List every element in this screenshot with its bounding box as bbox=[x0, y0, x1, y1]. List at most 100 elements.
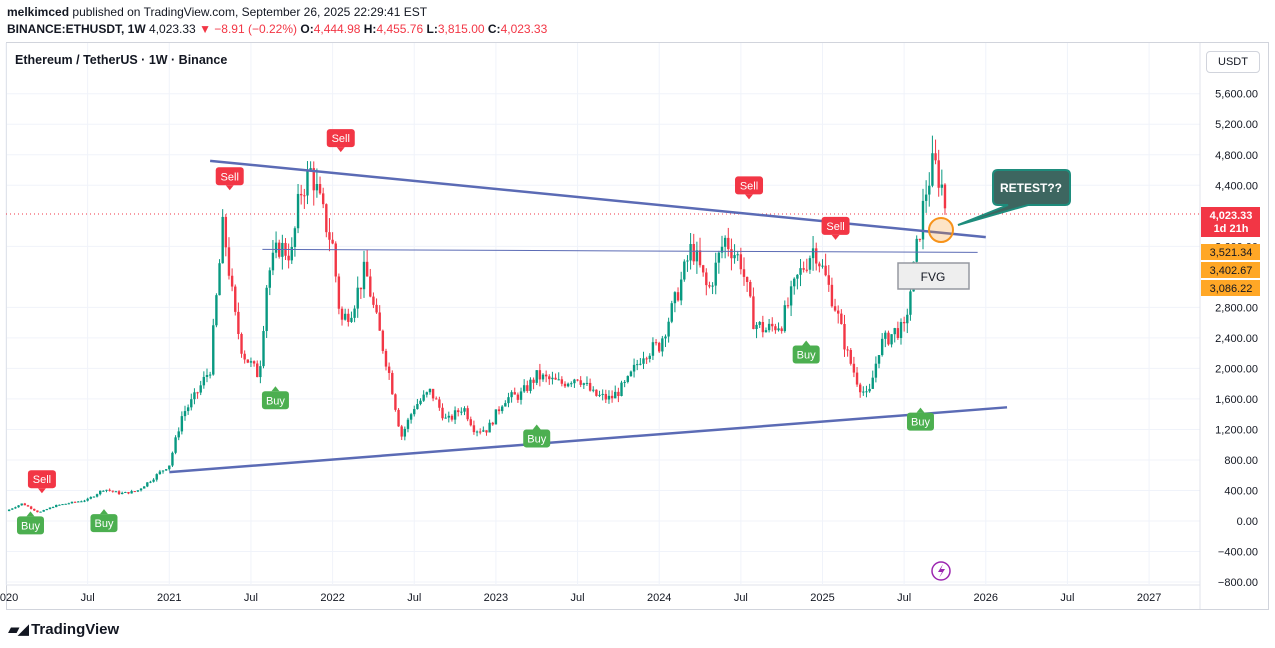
candle-body bbox=[736, 254, 739, 256]
candle-body bbox=[152, 479, 155, 482]
currency-selector[interactable]: USDT bbox=[1206, 51, 1260, 73]
lightning-icon bbox=[931, 561, 951, 581]
x-tick-label: 2021 bbox=[157, 592, 181, 604]
candle-body bbox=[695, 250, 699, 262]
y-tick-label: −400.00 bbox=[1218, 547, 1258, 559]
candle-body bbox=[45, 509, 49, 511]
author-name[interactable]: melkimced bbox=[7, 5, 70, 19]
candle-body bbox=[601, 393, 604, 395]
grid-lines bbox=[5, 43, 1201, 609]
buy-signal: Buy bbox=[792, 340, 820, 364]
y-axis-labels: 5,600.005,200.004,800.004,400.003,600.00… bbox=[1215, 89, 1258, 589]
x-tick-label: Jul bbox=[244, 592, 258, 604]
candle-body bbox=[92, 496, 96, 498]
candle-body bbox=[186, 407, 190, 412]
x-tick-label: 2020 bbox=[0, 592, 18, 604]
candle-body bbox=[491, 422, 494, 425]
candle-body bbox=[730, 249, 733, 259]
candle-body bbox=[708, 285, 711, 287]
candle-body bbox=[902, 322, 906, 324]
candle-body bbox=[592, 389, 595, 391]
candle-body bbox=[460, 411, 463, 413]
candle-body bbox=[299, 193, 303, 196]
signal-label: Buy bbox=[94, 518, 113, 530]
candle-body bbox=[614, 391, 617, 399]
candle-body bbox=[896, 328, 900, 339]
candle-body bbox=[786, 305, 790, 307]
candle-body bbox=[887, 332, 890, 345]
candle-body bbox=[727, 237, 730, 250]
candle-body bbox=[529, 379, 532, 391]
candle-body bbox=[915, 238, 918, 262]
price-badges: 4,023.33 1d 21h 3,521.34 3,402.67 3,086.… bbox=[1201, 207, 1260, 296]
candle-body bbox=[482, 430, 485, 432]
candle-body bbox=[510, 392, 513, 398]
candle-body bbox=[249, 361, 253, 363]
candle-body bbox=[218, 263, 221, 296]
sell-signal: Sell bbox=[27, 470, 56, 494]
candle-body bbox=[868, 388, 871, 392]
candle-body bbox=[394, 394, 397, 410]
candle-body bbox=[221, 216, 224, 264]
candle-body bbox=[752, 296, 755, 330]
candle-body bbox=[475, 431, 479, 433]
candle-body bbox=[843, 324, 846, 350]
candle-body bbox=[296, 193, 300, 229]
x-tick-label: 2025 bbox=[810, 592, 834, 604]
candle-body bbox=[485, 430, 488, 433]
signal-label: Sell bbox=[33, 474, 51, 486]
candle-body bbox=[909, 291, 912, 315]
y-tick-label: 4,400.00 bbox=[1215, 180, 1258, 192]
candle-body bbox=[742, 269, 746, 277]
signal-pointer bbox=[336, 147, 345, 153]
candle-body bbox=[500, 406, 504, 412]
candle-body bbox=[818, 263, 821, 267]
candle-body bbox=[733, 255, 736, 259]
candle-body bbox=[127, 491, 130, 494]
candle-body bbox=[497, 409, 501, 412]
x-tick-label: 2022 bbox=[320, 592, 344, 604]
candle-body bbox=[155, 474, 158, 480]
buy-signal: Buy bbox=[261, 386, 289, 410]
candle-body bbox=[265, 287, 268, 332]
level-tag-3: 3,086.22 bbox=[1210, 283, 1253, 295]
lightning-glyph bbox=[938, 564, 945, 578]
signal-pointer bbox=[802, 340, 811, 346]
candle-body bbox=[679, 279, 683, 301]
last-price: 4,023.33 bbox=[149, 22, 196, 36]
candle-body bbox=[331, 239, 334, 244]
candle-body bbox=[670, 303, 673, 322]
candle-body bbox=[391, 372, 394, 395]
buy-signal: Buy bbox=[90, 509, 118, 533]
candle-body bbox=[117, 491, 121, 495]
symbol-label: BINANCE:ETHUSDT, 1W bbox=[7, 22, 146, 36]
candle-body bbox=[108, 489, 111, 491]
candle-body bbox=[617, 391, 620, 397]
candle-body bbox=[174, 437, 177, 453]
candle-body bbox=[224, 216, 228, 248]
open-label: O: bbox=[300, 22, 314, 36]
published-info: published on TradingView.com, September … bbox=[72, 5, 428, 19]
candle-body bbox=[99, 490, 102, 495]
signal-label: Sell bbox=[740, 180, 758, 192]
y-tick-label: 0.00 bbox=[1237, 516, 1258, 528]
brand-name: TradingView bbox=[31, 620, 120, 638]
candle-body bbox=[61, 504, 64, 506]
candle-body bbox=[237, 311, 240, 335]
candle-body bbox=[815, 248, 818, 264]
candle-body bbox=[256, 363, 259, 378]
candle-body bbox=[416, 404, 419, 410]
candle-body bbox=[425, 392, 429, 395]
signal-label: Buy bbox=[21, 520, 40, 532]
candle-body bbox=[419, 400, 422, 405]
candle-body bbox=[931, 153, 934, 186]
candle-body bbox=[799, 268, 802, 275]
candle-body bbox=[89, 497, 92, 499]
tradingview-logo[interactable]: ▰◢ TradingView bbox=[8, 620, 119, 638]
candle-body bbox=[582, 383, 586, 385]
candle-body bbox=[83, 500, 86, 502]
candle-body bbox=[343, 313, 347, 320]
candle-body bbox=[771, 323, 774, 327]
signal-box bbox=[523, 429, 551, 448]
